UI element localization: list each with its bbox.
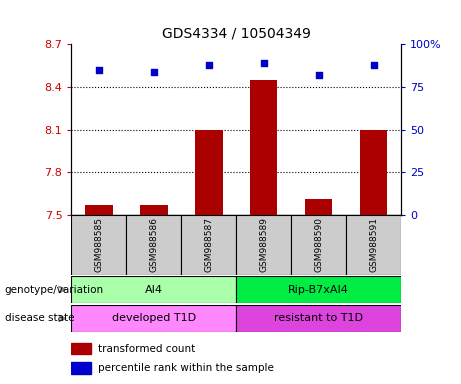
Point (260, 60, 267, 66)
Point (370, 61, 377, 68)
Bar (250, 80, 278, 215)
Bar (236, 215, 291, 275)
Bar (305, 199, 332, 215)
Bar (71, 276, 236, 303)
Title: GDS4334 / 10504349: GDS4334 / 10504349 (162, 26, 311, 40)
Text: GSM988590: GSM988590 (314, 217, 323, 272)
Bar (236, 276, 401, 303)
Bar (360, 129, 387, 215)
Point (95, 67, 103, 73)
Bar (71, 305, 236, 332)
Text: disease state: disease state (5, 313, 74, 323)
Text: developed T1D: developed T1D (112, 313, 196, 323)
Text: transformed count: transformed count (98, 344, 195, 354)
Text: Rip-B7xAI4: Rip-B7xAI4 (288, 285, 349, 295)
Bar (85, 205, 112, 215)
Bar (126, 215, 181, 275)
Text: resistant to T1D: resistant to T1D (274, 313, 363, 323)
Bar (140, 205, 168, 215)
Text: percentile rank within the sample: percentile rank within the sample (98, 363, 274, 373)
Bar (236, 305, 401, 332)
Point (205, 61, 213, 68)
Bar (71, 215, 126, 275)
Text: AI4: AI4 (145, 285, 163, 295)
Point (150, 68, 158, 74)
Bar (195, 129, 223, 215)
Bar (181, 215, 236, 275)
Text: GSM988591: GSM988591 (369, 217, 378, 272)
Text: GSM988585: GSM988585 (95, 217, 103, 272)
Text: genotype/variation: genotype/variation (5, 285, 104, 295)
Point (315, 72, 322, 78)
Text: GSM988586: GSM988586 (149, 217, 159, 272)
Text: GSM988587: GSM988587 (204, 217, 213, 272)
Bar (291, 215, 346, 275)
Bar (71, 362, 91, 374)
Bar (71, 343, 91, 354)
Bar (346, 215, 401, 275)
Text: GSM988589: GSM988589 (259, 217, 268, 272)
